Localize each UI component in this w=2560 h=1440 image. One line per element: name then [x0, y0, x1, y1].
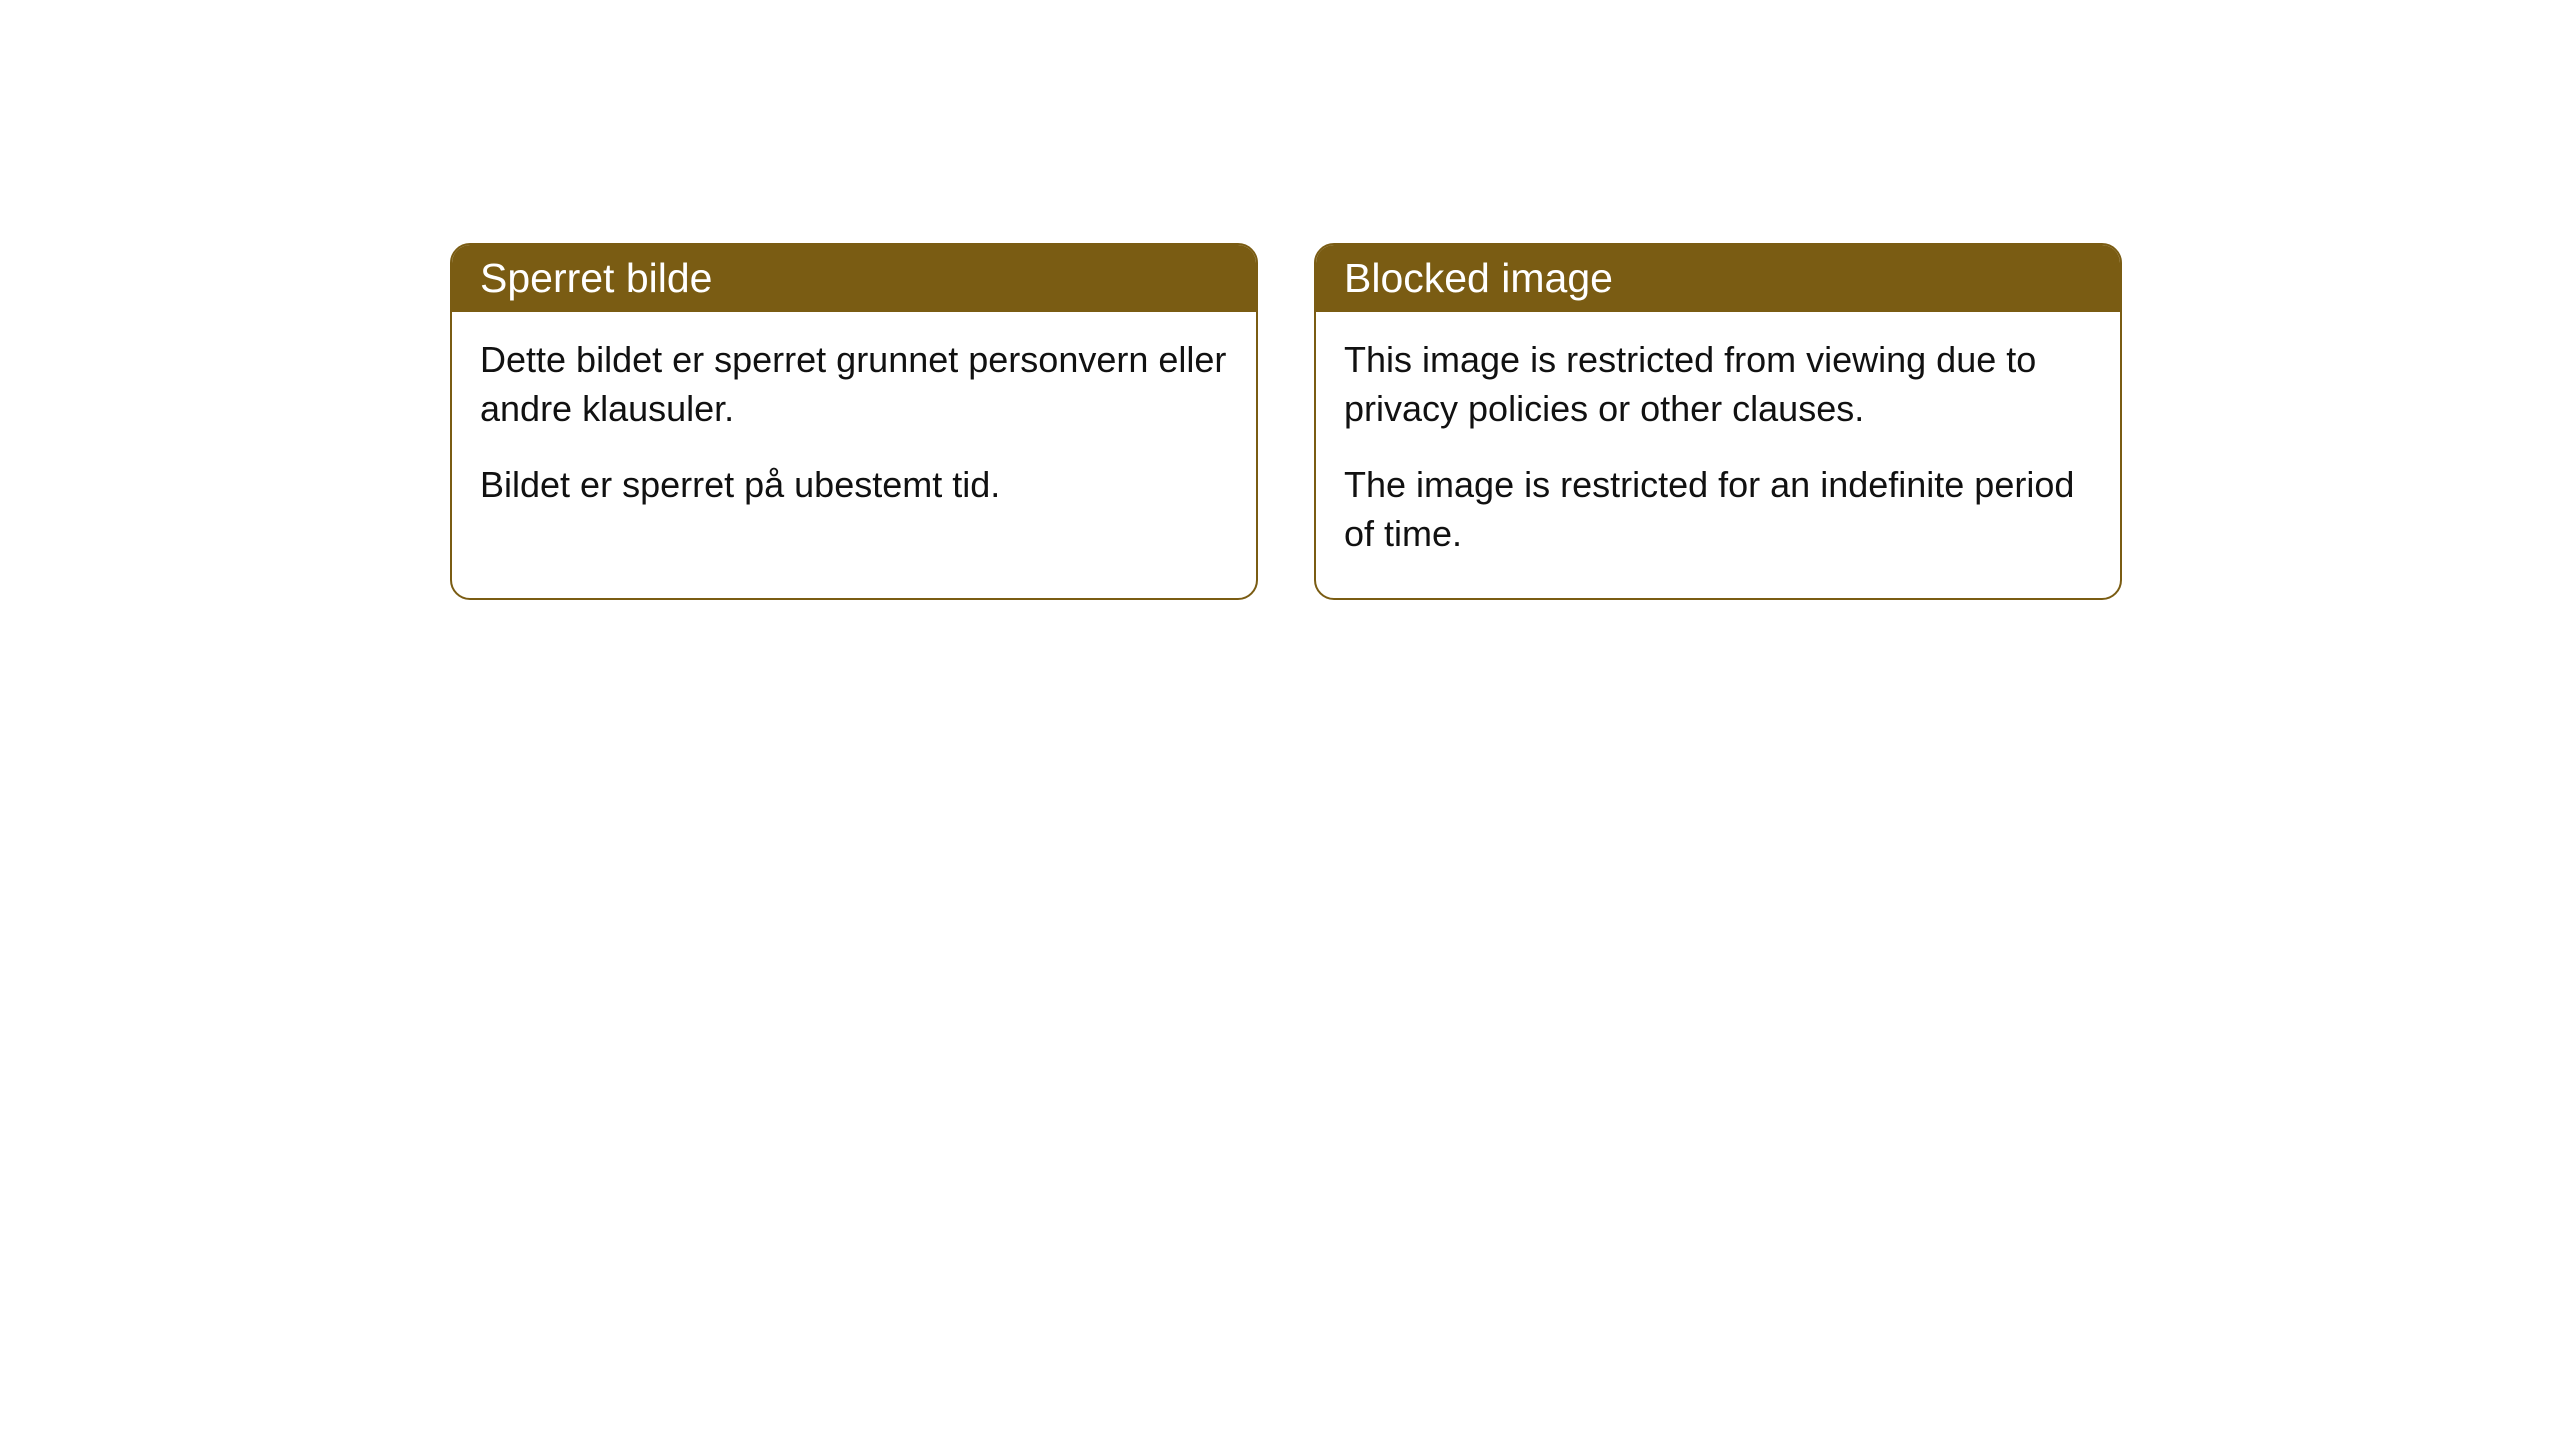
notice-cards-container: Sperret bilde Dette bildet er sperret gr…	[450, 243, 2122, 600]
card-text-line-1: Dette bildet er sperret grunnet personve…	[480, 336, 1228, 433]
card-body: Dette bildet er sperret grunnet personve…	[452, 312, 1256, 550]
notice-card-norwegian: Sperret bilde Dette bildet er sperret gr…	[450, 243, 1258, 600]
card-title: Blocked image	[1344, 255, 1613, 301]
card-header: Blocked image	[1316, 245, 2120, 312]
card-text-line-2: Bildet er sperret på ubestemt tid.	[480, 461, 1228, 510]
card-header: Sperret bilde	[452, 245, 1256, 312]
card-text-line-1: This image is restricted from viewing du…	[1344, 336, 2092, 433]
card-text-line-2: The image is restricted for an indefinit…	[1344, 461, 2092, 558]
notice-card-english: Blocked image This image is restricted f…	[1314, 243, 2122, 600]
card-title: Sperret bilde	[480, 255, 712, 301]
card-body: This image is restricted from viewing du…	[1316, 312, 2120, 598]
